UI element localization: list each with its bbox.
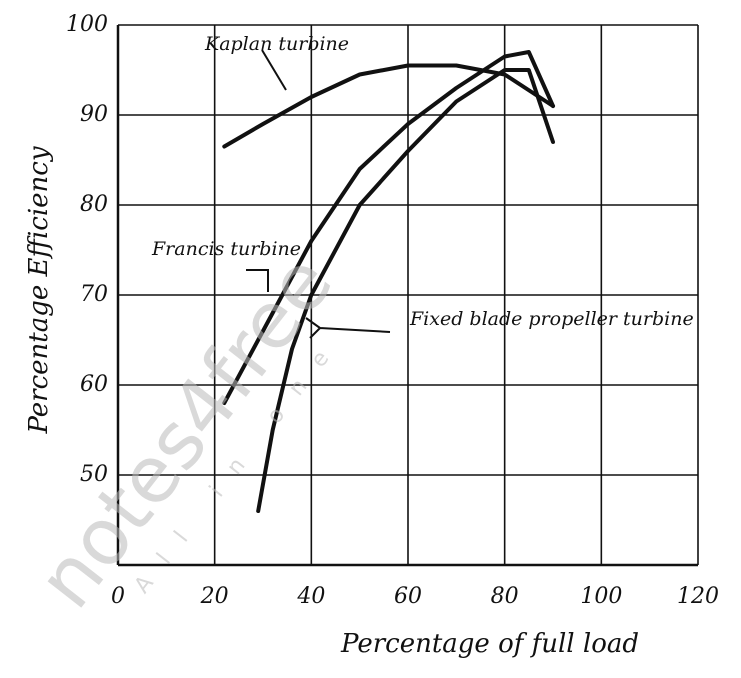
- x-tick-label: 60: [394, 584, 422, 609]
- y-tick-label: 80: [80, 192, 108, 217]
- x-tick-label: 120: [677, 584, 719, 609]
- chart: 0204060801001205060708090100 Kaplan turb…: [0, 0, 741, 678]
- watermark: notes4free: [21, 239, 350, 625]
- x-tick-label: 100: [580, 584, 622, 609]
- series-label: Fixed blade propeller turbine: [409, 308, 694, 330]
- series-label: Kaplan turbine: [204, 33, 349, 55]
- y-tick-label: 70: [80, 282, 108, 307]
- x-tick-label: 40: [296, 584, 325, 609]
- x-axis-label: Percentage of full load: [340, 629, 639, 659]
- y-tick-label: 60: [80, 372, 108, 397]
- y-tick-label: 100: [66, 12, 108, 37]
- arrow: [262, 50, 286, 90]
- x-tick-label: 80: [491, 584, 519, 609]
- y-tick-label: 90: [80, 102, 108, 127]
- y-axis-label: Percentage Efficiency: [24, 146, 54, 434]
- series-line: [224, 66, 553, 147]
- x-tick-label: 20: [200, 584, 229, 609]
